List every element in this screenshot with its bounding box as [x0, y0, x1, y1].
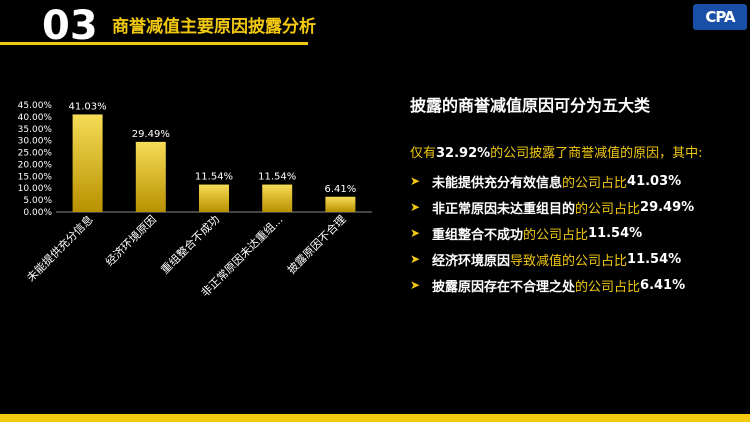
- item-text: 的公司占比: [523, 227, 589, 243]
- bar: [262, 184, 293, 212]
- reason-list: ➤ 未能提供充分有效信息 的公司占比 41.03% ➤ 非正常原因未达重组目的 的公司占比…: [410, 168, 694, 298]
- arrow-icon: ➤: [410, 174, 421, 188]
- data-label: 6.41%: [325, 184, 357, 195]
- brand-logo: CPA: [693, 4, 747, 30]
- item-value: 41.03%: [627, 173, 682, 189]
- item-label: 重组整合不成功: [432, 227, 524, 243]
- y-tick-label: 35.00%: [18, 125, 53, 135]
- y-tick-label: 25.00%: [18, 149, 53, 159]
- bar: [325, 196, 356, 212]
- y-tick-label: 5.00%: [23, 196, 52, 206]
- data-label: 11.54%: [195, 172, 233, 183]
- x-tick-label: 重组整合不成功: [158, 212, 222, 276]
- y-tick-label: 40.00%: [18, 113, 53, 123]
- item-label: 披露原因存在不合理之处: [432, 279, 576, 295]
- arrow-icon: ➤: [410, 278, 421, 292]
- list-item: ➤ 重组整合不成功 的公司占比 11.54%: [410, 220, 694, 246]
- y-tick-label: 15.00%: [18, 172, 53, 182]
- item-text: 的公司占比: [575, 279, 641, 295]
- list-item: ➤ 披露原因存在不合理之处 的公司占比 6.41%: [410, 272, 694, 298]
- list-item: ➤ 未能提供充分有效信息 的公司占比 41.03%: [410, 168, 694, 194]
- item-value: 29.49%: [640, 199, 695, 215]
- item-label: 非正常原因未达重组目的: [432, 201, 576, 217]
- intro-text: 仅有32.92%的公司披露了商誉减值的原因，其中:: [410, 142, 703, 161]
- y-tick-label: 10.00%: [18, 184, 53, 194]
- bottom-bar: [0, 414, 750, 422]
- header-number: 03: [42, 3, 98, 49]
- item-label: 经济环境原因: [432, 253, 511, 269]
- y-tick-label: 30.00%: [18, 137, 53, 147]
- arrow-icon: ➤: [410, 226, 421, 240]
- item-text: 的公司占比: [575, 201, 641, 217]
- item-text: 的公司占比: [562, 175, 628, 191]
- item-value: 6.41%: [640, 277, 686, 293]
- intro-highlight: 32.92%: [436, 146, 491, 161]
- intro-prefix: 仅有: [410, 146, 437, 161]
- item-value: 11.54%: [627, 251, 682, 267]
- y-tick-label: 0.00%: [23, 208, 52, 218]
- panel-title: 披露的商誉减值原因可分为五大类: [410, 96, 651, 115]
- y-tick-label: 20.00%: [18, 160, 53, 170]
- item-text: 导致减值的公司占比: [510, 253, 628, 269]
- list-item: ➤ 非正常原因未达重组目的 的公司占比 29.49%: [410, 194, 694, 220]
- list-item: ➤ 经济环境原因 导致减值的公司占比 11.54%: [410, 246, 694, 272]
- x-tick-label: 未能提供充分信息: [24, 212, 96, 284]
- data-label: 11.54%: [258, 172, 296, 183]
- x-tick-label: 经济环境原因: [102, 212, 159, 269]
- bar: [135, 141, 166, 212]
- intro-suffix: 的公司披露了商誉减值的原因，其中:: [490, 146, 703, 161]
- data-label: 29.49%: [132, 129, 170, 140]
- item-label: 未能提供充分有效信息: [432, 175, 563, 191]
- x-tick-label: 披露原因不合理: [284, 212, 348, 276]
- bar: [199, 184, 229, 212]
- bar: [72, 114, 103, 212]
- header-divider: [0, 42, 308, 45]
- item-value: 11.54%: [588, 225, 643, 241]
- y-tick-label: 45.00%: [18, 101, 53, 111]
- bar-chart: 0.00% 5.00% 10.00% 15.00% 20.00%25.00% 30.00%…: [18, 101, 372, 300]
- arrow-icon: ➤: [410, 252, 421, 266]
- header-title: 商誉减值主要原因披露分析: [112, 17, 316, 37]
- data-label: 41.03%: [69, 101, 107, 112]
- arrow-icon: ➤: [410, 200, 421, 214]
